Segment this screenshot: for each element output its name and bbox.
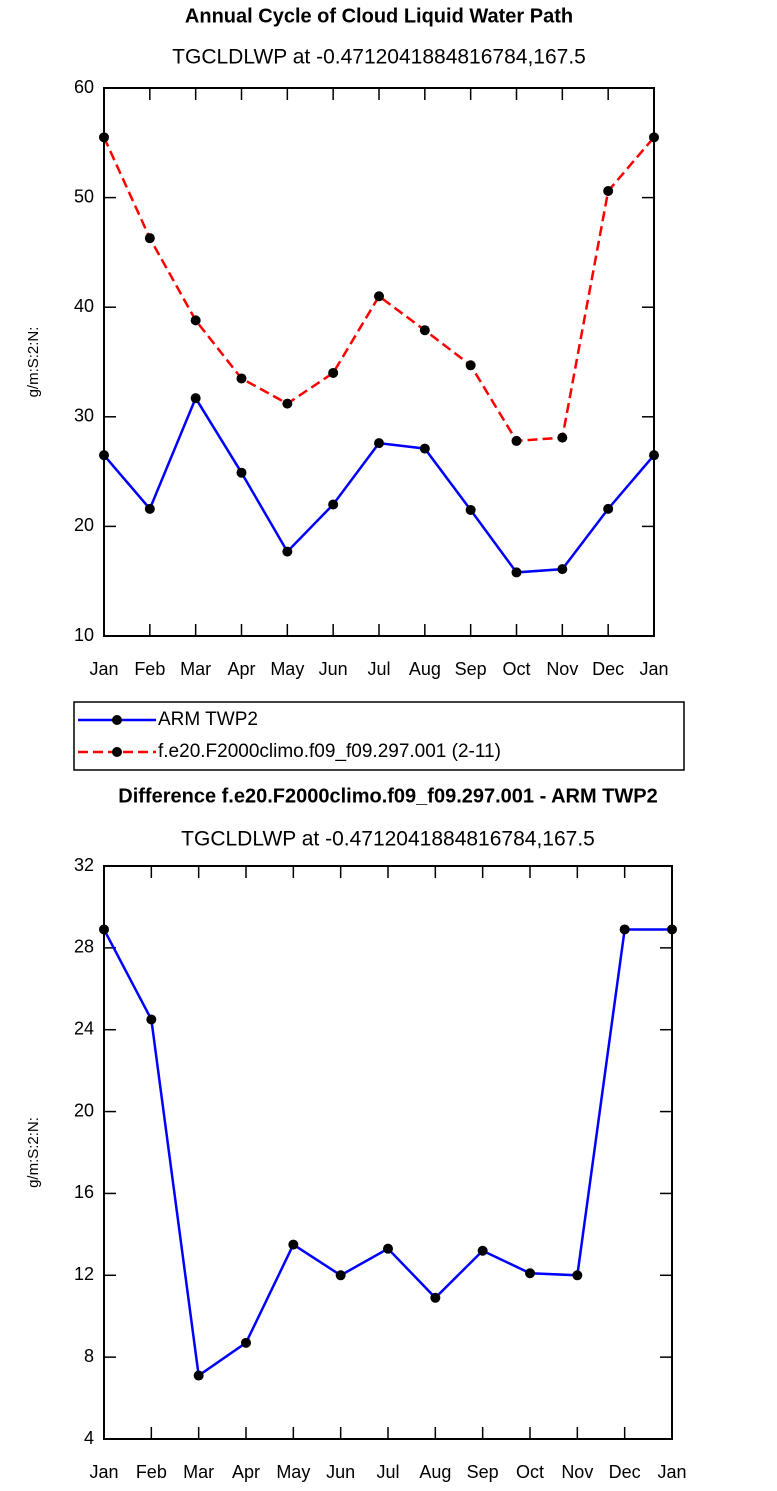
data-point	[99, 924, 109, 935]
data-point	[282, 546, 293, 557]
legend-marker	[112, 747, 122, 757]
chart-subtitle: TGCLDLWP at -0.4712041884816784,167.5	[181, 828, 595, 851]
x-tick-label: Jul	[376, 1462, 399, 1482]
data-point	[649, 132, 659, 143]
data-point	[430, 1292, 441, 1303]
data-point	[282, 398, 293, 409]
x-tick-label: Jan	[657, 1462, 686, 1482]
y-tick-label: 4	[84, 1428, 94, 1448]
y-tick-label: 10	[74, 625, 94, 645]
y-tick-label: 32	[74, 855, 94, 875]
y-tick-label: 40	[74, 296, 94, 316]
x-tick-label: Mar	[180, 659, 211, 679]
data-point	[419, 325, 430, 336]
data-point	[511, 567, 522, 578]
data-point	[190, 393, 201, 404]
data-point	[144, 503, 155, 514]
data-point	[465, 360, 476, 371]
data-point	[667, 924, 677, 935]
x-tick-label: Dec	[609, 1462, 641, 1482]
chart-title: Difference f.e20.F2000climo.f09_f09.297.…	[118, 785, 658, 807]
x-tick-label: Aug	[409, 659, 441, 679]
data-point	[241, 1337, 251, 1348]
data-point	[557, 564, 568, 575]
series-line	[102, 928, 672, 1378]
data-point	[328, 367, 339, 378]
y-tick-label: 30	[74, 406, 94, 426]
data-point	[477, 1245, 488, 1256]
x-tick-label: Oct	[502, 659, 530, 679]
data-point	[383, 1243, 393, 1254]
data-point	[99, 132, 109, 143]
data-point	[328, 499, 339, 510]
y-tick-label: 28	[74, 937, 94, 957]
data-point	[649, 450, 659, 461]
data-point	[557, 432, 568, 443]
x-tick-label: Feb	[134, 659, 165, 679]
data-point	[603, 503, 614, 514]
x-tick-label: Aug	[419, 1462, 451, 1482]
y-tick-label: 60	[74, 77, 94, 97]
chart-subtitle: TGCLDLWP at -0.4712041884816784,167.5	[172, 46, 586, 69]
plot-frame	[103, 865, 673, 1440]
x-tick-label: Sep	[455, 659, 487, 679]
data-point	[465, 504, 476, 515]
y-tick-label: 50	[74, 186, 94, 206]
data-point	[603, 186, 614, 197]
x-tick-label: May	[276, 1462, 310, 1482]
y-tick-label: 20	[74, 515, 94, 535]
x-tick-label: May	[270, 659, 304, 679]
x-tick-label: Jul	[367, 659, 390, 679]
y-axis-title: g/m:S:2:N:	[25, 327, 42, 398]
x-tick-label: Mar	[183, 1462, 214, 1482]
data-point	[335, 1270, 346, 1281]
data-point	[619, 924, 630, 935]
y-tick-label: 24	[74, 1018, 94, 1038]
data-point	[511, 435, 522, 446]
data-point	[288, 1239, 299, 1250]
data-point	[525, 1268, 535, 1279]
y-tick-label: 16	[74, 1182, 94, 1202]
y-tick-label: 12	[74, 1264, 94, 1284]
data-point	[374, 438, 384, 449]
series-line	[103, 395, 655, 574]
legend-box	[73, 701, 685, 771]
x-tick-label: Sep	[467, 1462, 499, 1482]
legend-label: ARM TWP2	[158, 709, 258, 730]
data-point	[190, 315, 201, 326]
y-axis-title: g/m:S:2:N:	[25, 1117, 42, 1188]
x-tick-label: Jan	[89, 659, 118, 679]
data-point	[146, 1014, 157, 1025]
x-tick-label: Nov	[561, 1462, 593, 1482]
x-tick-label: Jan	[89, 1462, 118, 1482]
data-point	[193, 1370, 204, 1381]
x-tick-label: Apr	[227, 659, 255, 679]
y-tick-label: 8	[84, 1346, 94, 1366]
x-tick-label: Jan	[639, 659, 668, 679]
legend-label: f.e20.F2000climo.f09_f09.297.001 (2-11)	[158, 741, 501, 762]
data-point	[99, 450, 109, 461]
x-tick-label: Nov	[546, 659, 578, 679]
data-point	[374, 291, 384, 302]
x-tick-label: Feb	[136, 1462, 167, 1482]
data-point	[572, 1270, 583, 1281]
x-tick-label: Apr	[232, 1462, 260, 1482]
series-line	[102, 136, 655, 443]
data-point	[236, 373, 247, 384]
data-point	[419, 443, 430, 454]
x-tick-label: Jun	[319, 659, 348, 679]
chart-title: Annual Cycle of Cloud Liquid Water Path	[185, 5, 573, 27]
x-tick-label: Jun	[326, 1462, 355, 1482]
data-point	[144, 233, 155, 244]
legend-marker	[112, 715, 122, 725]
x-tick-label: Oct	[516, 1462, 544, 1482]
plot-frame	[103, 87, 655, 637]
x-tick-label: Dec	[592, 659, 624, 679]
data-point	[236, 467, 247, 478]
y-tick-label: 20	[74, 1100, 94, 1120]
